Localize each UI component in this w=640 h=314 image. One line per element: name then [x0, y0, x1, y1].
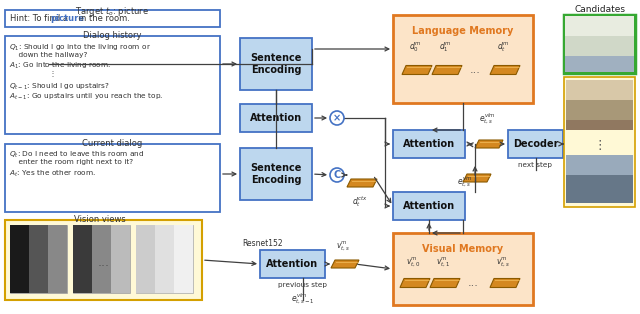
Text: Attention: Attention: [250, 113, 302, 123]
Text: C: C: [333, 170, 340, 180]
Bar: [5, 220, 202, 300]
Text: $A_{t-1}$: Go upstairs until you reach the top.: $A_{t-1}$: Go upstairs until you reach t…: [9, 92, 163, 102]
Bar: [174, 225, 193, 293]
Text: enter the room right next to it?: enter the room right next to it?: [9, 159, 133, 165]
Text: Visual Memory: Visual Memory: [422, 244, 504, 254]
Bar: [240, 38, 312, 90]
Bar: [5, 144, 220, 212]
Text: Attention: Attention: [403, 201, 455, 211]
Bar: [136, 225, 155, 293]
Bar: [73, 225, 92, 293]
Bar: [48, 225, 67, 293]
Bar: [566, 155, 633, 203]
Bar: [155, 225, 174, 293]
Text: Sentence
Encoding: Sentence Encoding: [250, 53, 301, 75]
Bar: [393, 130, 465, 158]
Bar: [565, 16, 634, 36]
Text: $v_{t,0}^m$: $v_{t,0}^m$: [406, 256, 420, 269]
Text: $v_{t,s}^m$: $v_{t,s}^m$: [496, 256, 510, 269]
Bar: [240, 104, 312, 132]
Polygon shape: [400, 279, 430, 288]
Text: $d_0^m$: $d_0^m$: [409, 41, 421, 54]
Text: Current dialog: Current dialog: [82, 139, 142, 148]
Text: Hint: To find a: Hint: To find a: [10, 14, 70, 23]
Polygon shape: [490, 279, 520, 288]
Text: ...: ...: [470, 65, 481, 75]
Bar: [10, 225, 67, 293]
Bar: [260, 250, 325, 278]
Text: Resnet152: Resnet152: [242, 239, 283, 248]
Bar: [29, 225, 48, 293]
Bar: [73, 225, 130, 293]
Polygon shape: [347, 179, 377, 187]
Text: $d_t^m$: $d_t^m$: [497, 41, 509, 54]
Bar: [566, 100, 633, 120]
Text: picture: picture: [50, 14, 84, 23]
Polygon shape: [402, 66, 432, 74]
Bar: [136, 225, 193, 293]
Text: Decoder: Decoder: [513, 139, 558, 149]
Text: $e_{t,s-1}^{vlm}$: $e_{t,s-1}^{vlm}$: [291, 291, 314, 306]
Polygon shape: [490, 66, 520, 74]
Text: $A_1$: Go into the living room.: $A_1$: Go into the living room.: [9, 61, 111, 71]
Text: $e_{t,s}^{vlm}$: $e_{t,s}^{vlm}$: [479, 111, 495, 126]
Polygon shape: [475, 140, 503, 148]
Text: Candidates: Candidates: [575, 5, 625, 14]
Bar: [565, 56, 634, 72]
Text: $d_1^m$: $d_1^m$: [439, 41, 451, 54]
Text: Attention: Attention: [403, 139, 455, 149]
Bar: [393, 15, 533, 103]
Polygon shape: [463, 174, 491, 182]
Text: Attention: Attention: [266, 259, 319, 269]
Circle shape: [330, 168, 344, 182]
Bar: [565, 36, 634, 56]
Text: $Q_t$: Do I need to leave this room and: $Q_t$: Do I need to leave this room and: [9, 150, 145, 160]
Text: previous step: previous step: [278, 282, 327, 288]
Bar: [564, 15, 635, 73]
Text: Sentence
Encoding: Sentence Encoding: [250, 163, 301, 185]
Text: next step: next step: [518, 162, 552, 168]
Text: in the room.: in the room.: [76, 14, 130, 23]
Text: Dialog history: Dialog history: [83, 31, 141, 40]
Polygon shape: [430, 279, 460, 288]
Polygon shape: [331, 260, 359, 268]
Bar: [240, 148, 312, 200]
Polygon shape: [432, 66, 462, 74]
Bar: [565, 16, 634, 72]
Text: $e_{t,s}^{vm}$: $e_{t,s}^{vm}$: [457, 176, 472, 189]
Text: ×: ×: [333, 113, 341, 123]
Bar: [566, 80, 633, 100]
Bar: [566, 80, 633, 130]
Text: $v_{t,s}^m$: $v_{t,s}^m$: [336, 240, 350, 253]
Bar: [5, 36, 220, 134]
Bar: [566, 120, 633, 130]
Text: $Q_1$: Should I go into the living room or: $Q_1$: Should I go into the living room …: [9, 43, 151, 53]
Text: Vision views: Vision views: [74, 215, 126, 224]
Bar: [508, 130, 563, 158]
Text: $Q_{t-1}$: Should I go upstairs?: $Q_{t-1}$: Should I go upstairs?: [9, 82, 110, 92]
Bar: [92, 225, 111, 293]
Text: ⋮: ⋮: [9, 70, 57, 76]
Bar: [10, 225, 29, 293]
Bar: [5, 10, 220, 27]
Text: $d_t^{ctx}$: $d_t^{ctx}$: [352, 194, 368, 209]
Text: Target $t_o$: picture: Target $t_o$: picture: [75, 5, 149, 18]
Bar: [566, 155, 633, 175]
Text: down the hallway?: down the hallway?: [9, 52, 88, 58]
Text: ...: ...: [98, 256, 110, 268]
Text: ...: ...: [468, 278, 479, 288]
Bar: [564, 77, 635, 207]
Bar: [393, 233, 533, 305]
Text: $A_t$: Yes the other room.: $A_t$: Yes the other room.: [9, 169, 96, 179]
Circle shape: [330, 111, 344, 125]
Text: ⋮: ⋮: [594, 138, 606, 151]
Bar: [111, 225, 130, 293]
Bar: [393, 192, 465, 220]
Text: $v_{t,1}^m$: $v_{t,1}^m$: [436, 256, 450, 269]
Text: Language Memory: Language Memory: [412, 26, 514, 36]
Bar: [566, 175, 633, 203]
